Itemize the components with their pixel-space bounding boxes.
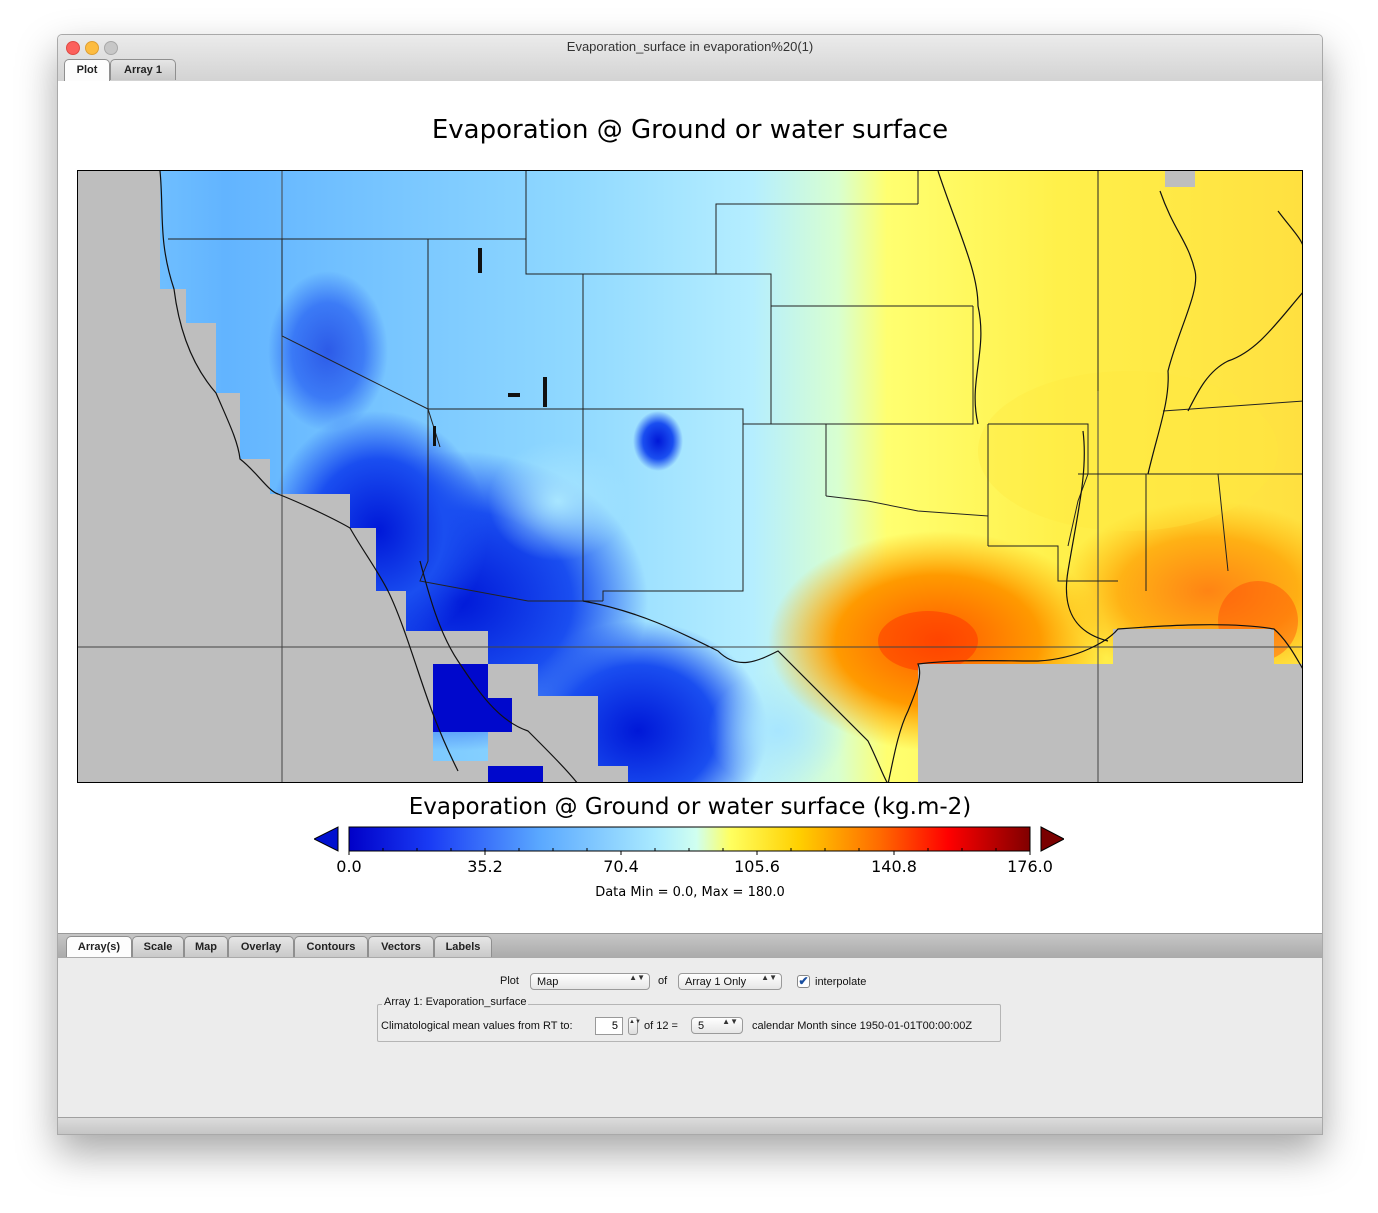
underflow-arrow xyxy=(312,826,339,852)
of-total-label: of 12 = xyxy=(644,1020,678,1032)
colorbar-label-2: 70.4 xyxy=(603,857,639,876)
select-arrows-icon: ▲▼ xyxy=(629,973,645,982)
arrays-panel: Plot Map ▲▼ of Array 1 Only ▲▼ ✔ interpo… xyxy=(58,957,1322,1118)
month-select-value: 5 xyxy=(698,1020,705,1032)
overflow-arrow xyxy=(1040,826,1066,852)
rt-spinner[interactable]: ▲▼ xyxy=(628,1017,641,1035)
tab-vectors[interactable]: Vectors xyxy=(368,936,434,958)
tab-map[interactable]: Map xyxy=(184,936,228,958)
since-label: calendar Month since 1950-01-01T00:00:00… xyxy=(752,1020,973,1032)
colorbar-label-5: 176.0 xyxy=(1007,857,1053,876)
colorbar-label-1: 35.2 xyxy=(467,857,503,876)
colorbar-title: Evaporation @ Ground or water surface (k… xyxy=(408,794,972,820)
settings-tab-bar: Array(s) Scale Map Overlay Contours Vect… xyxy=(58,933,1322,959)
colorbar-label-0: 0.0 xyxy=(336,857,362,876)
array-group-title: Array 1: Evaporation_surface xyxy=(382,996,529,1008)
window-title: Evaporation_surface in evaporation%20(1) xyxy=(566,39,814,54)
month-select[interactable]: 5 ▲▼ xyxy=(691,1017,743,1034)
colorbar-label-4: 140.8 xyxy=(871,857,917,876)
data-min-max: Data Min = 0.0, Max = 180.0 xyxy=(595,885,785,900)
of-label: of xyxy=(658,975,668,987)
array-settings-group xyxy=(377,1004,1001,1042)
colorbar xyxy=(312,823,1066,855)
select-arrows-icon: ▲▼ xyxy=(761,973,777,982)
status-bar xyxy=(58,1117,1322,1134)
app-window: Evaporation_surface in evaporation%20(1)… xyxy=(57,34,1323,1135)
tab-plot[interactable]: Plot xyxy=(64,59,110,82)
plot-type-value: Map xyxy=(537,976,559,988)
interpolate-label: interpolate xyxy=(815,976,867,988)
zoom-window-button[interactable] xyxy=(104,41,118,55)
plot-area: Evaporation @ Ground or water surface xyxy=(58,81,1322,933)
tab-labels[interactable]: Labels xyxy=(434,936,492,958)
array-select-value: Array 1 Only xyxy=(685,976,747,988)
array-select[interactable]: Array 1 Only ▲▼ xyxy=(678,973,782,990)
colorbar-ramp xyxy=(348,826,1031,852)
rt-value-field[interactable]: 5 xyxy=(595,1017,623,1035)
colorbar-label-3: 105.6 xyxy=(734,857,780,876)
interpolate-checkbox[interactable]: ✔ xyxy=(797,974,810,988)
title-bar: Evaporation_surface in evaporation%20(1)… xyxy=(58,35,1322,82)
select-arrows-icon: ▲▼ xyxy=(722,1017,738,1026)
plot-label: Plot xyxy=(500,975,519,987)
tab-contours[interactable]: Contours xyxy=(294,936,368,958)
tab-arrays[interactable]: Array(s) xyxy=(66,936,132,959)
tab-overlay[interactable]: Overlay xyxy=(228,936,294,958)
evaporation-map xyxy=(78,171,1302,782)
map-plot[interactable] xyxy=(77,170,1303,783)
plot-title: Evaporation @ Ground or water surface xyxy=(431,115,949,145)
tab-scale[interactable]: Scale xyxy=(132,936,184,958)
minimize-window-button[interactable] xyxy=(85,41,99,55)
close-window-button[interactable] xyxy=(66,41,80,55)
colorbar-graphic xyxy=(312,826,1066,855)
plot-type-select[interactable]: Map ▲▼ xyxy=(530,973,650,990)
tab-array-1[interactable]: Array 1 xyxy=(110,59,176,80)
climatology-label: Climatological mean values from RT to: xyxy=(381,1020,573,1032)
